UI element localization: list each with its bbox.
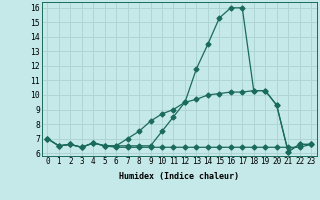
X-axis label: Humidex (Indice chaleur): Humidex (Indice chaleur) <box>119 172 239 181</box>
